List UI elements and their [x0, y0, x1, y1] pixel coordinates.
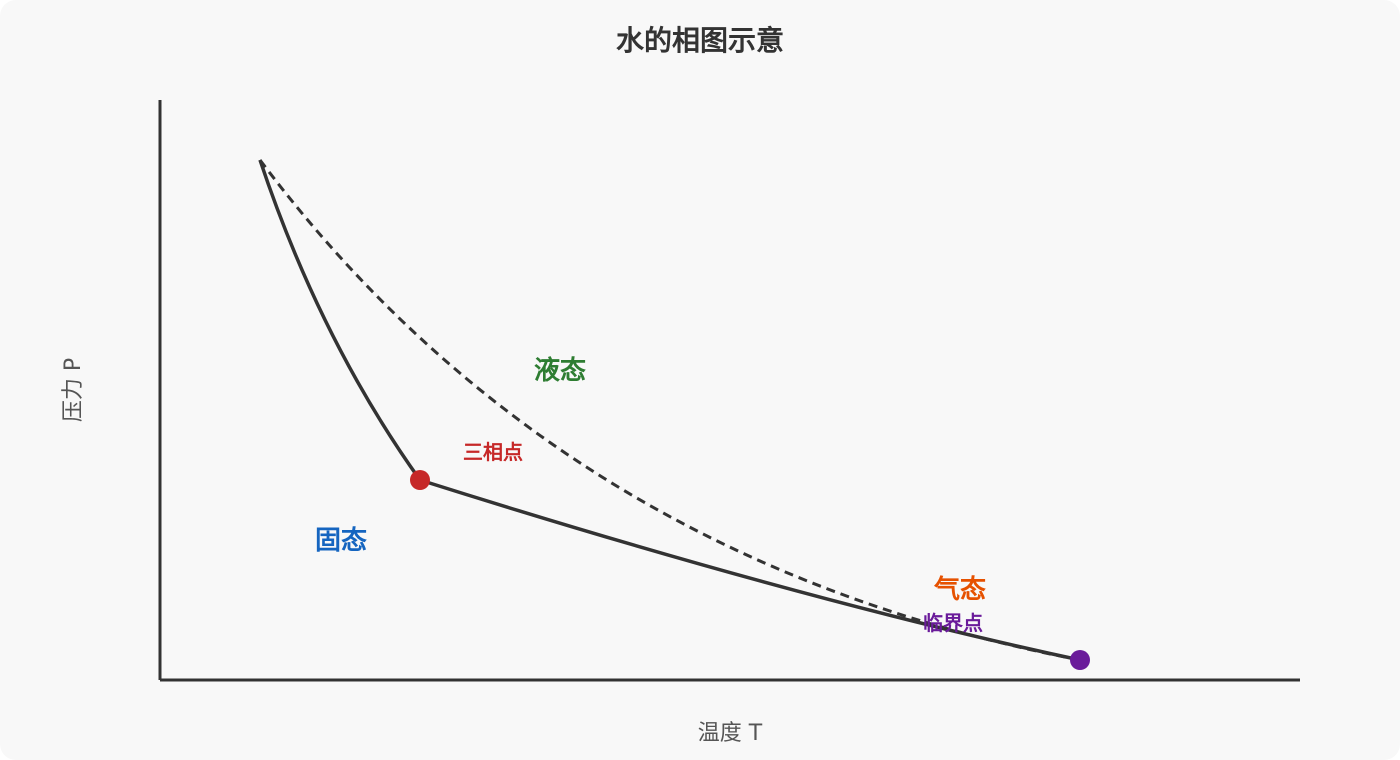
x-axis-label: 温度 T [698, 721, 763, 746]
solid-region-label: 固态 [315, 525, 367, 556]
diagram-title: 水的相图示意 [616, 24, 784, 57]
critical-point-label: 临界点 [923, 611, 983, 635]
triple-point-label: 三相点 [463, 440, 523, 464]
dashed-curve [258, 159, 1081, 662]
y-axis-label: 压力 P [61, 358, 86, 422]
critical-point-marker [1070, 650, 1090, 670]
triple-point-marker [410, 470, 430, 490]
liquid-region-label: 液态 [534, 355, 586, 386]
melting-curve [258, 159, 422, 482]
gas-region-label: 气态 [933, 574, 986, 605]
